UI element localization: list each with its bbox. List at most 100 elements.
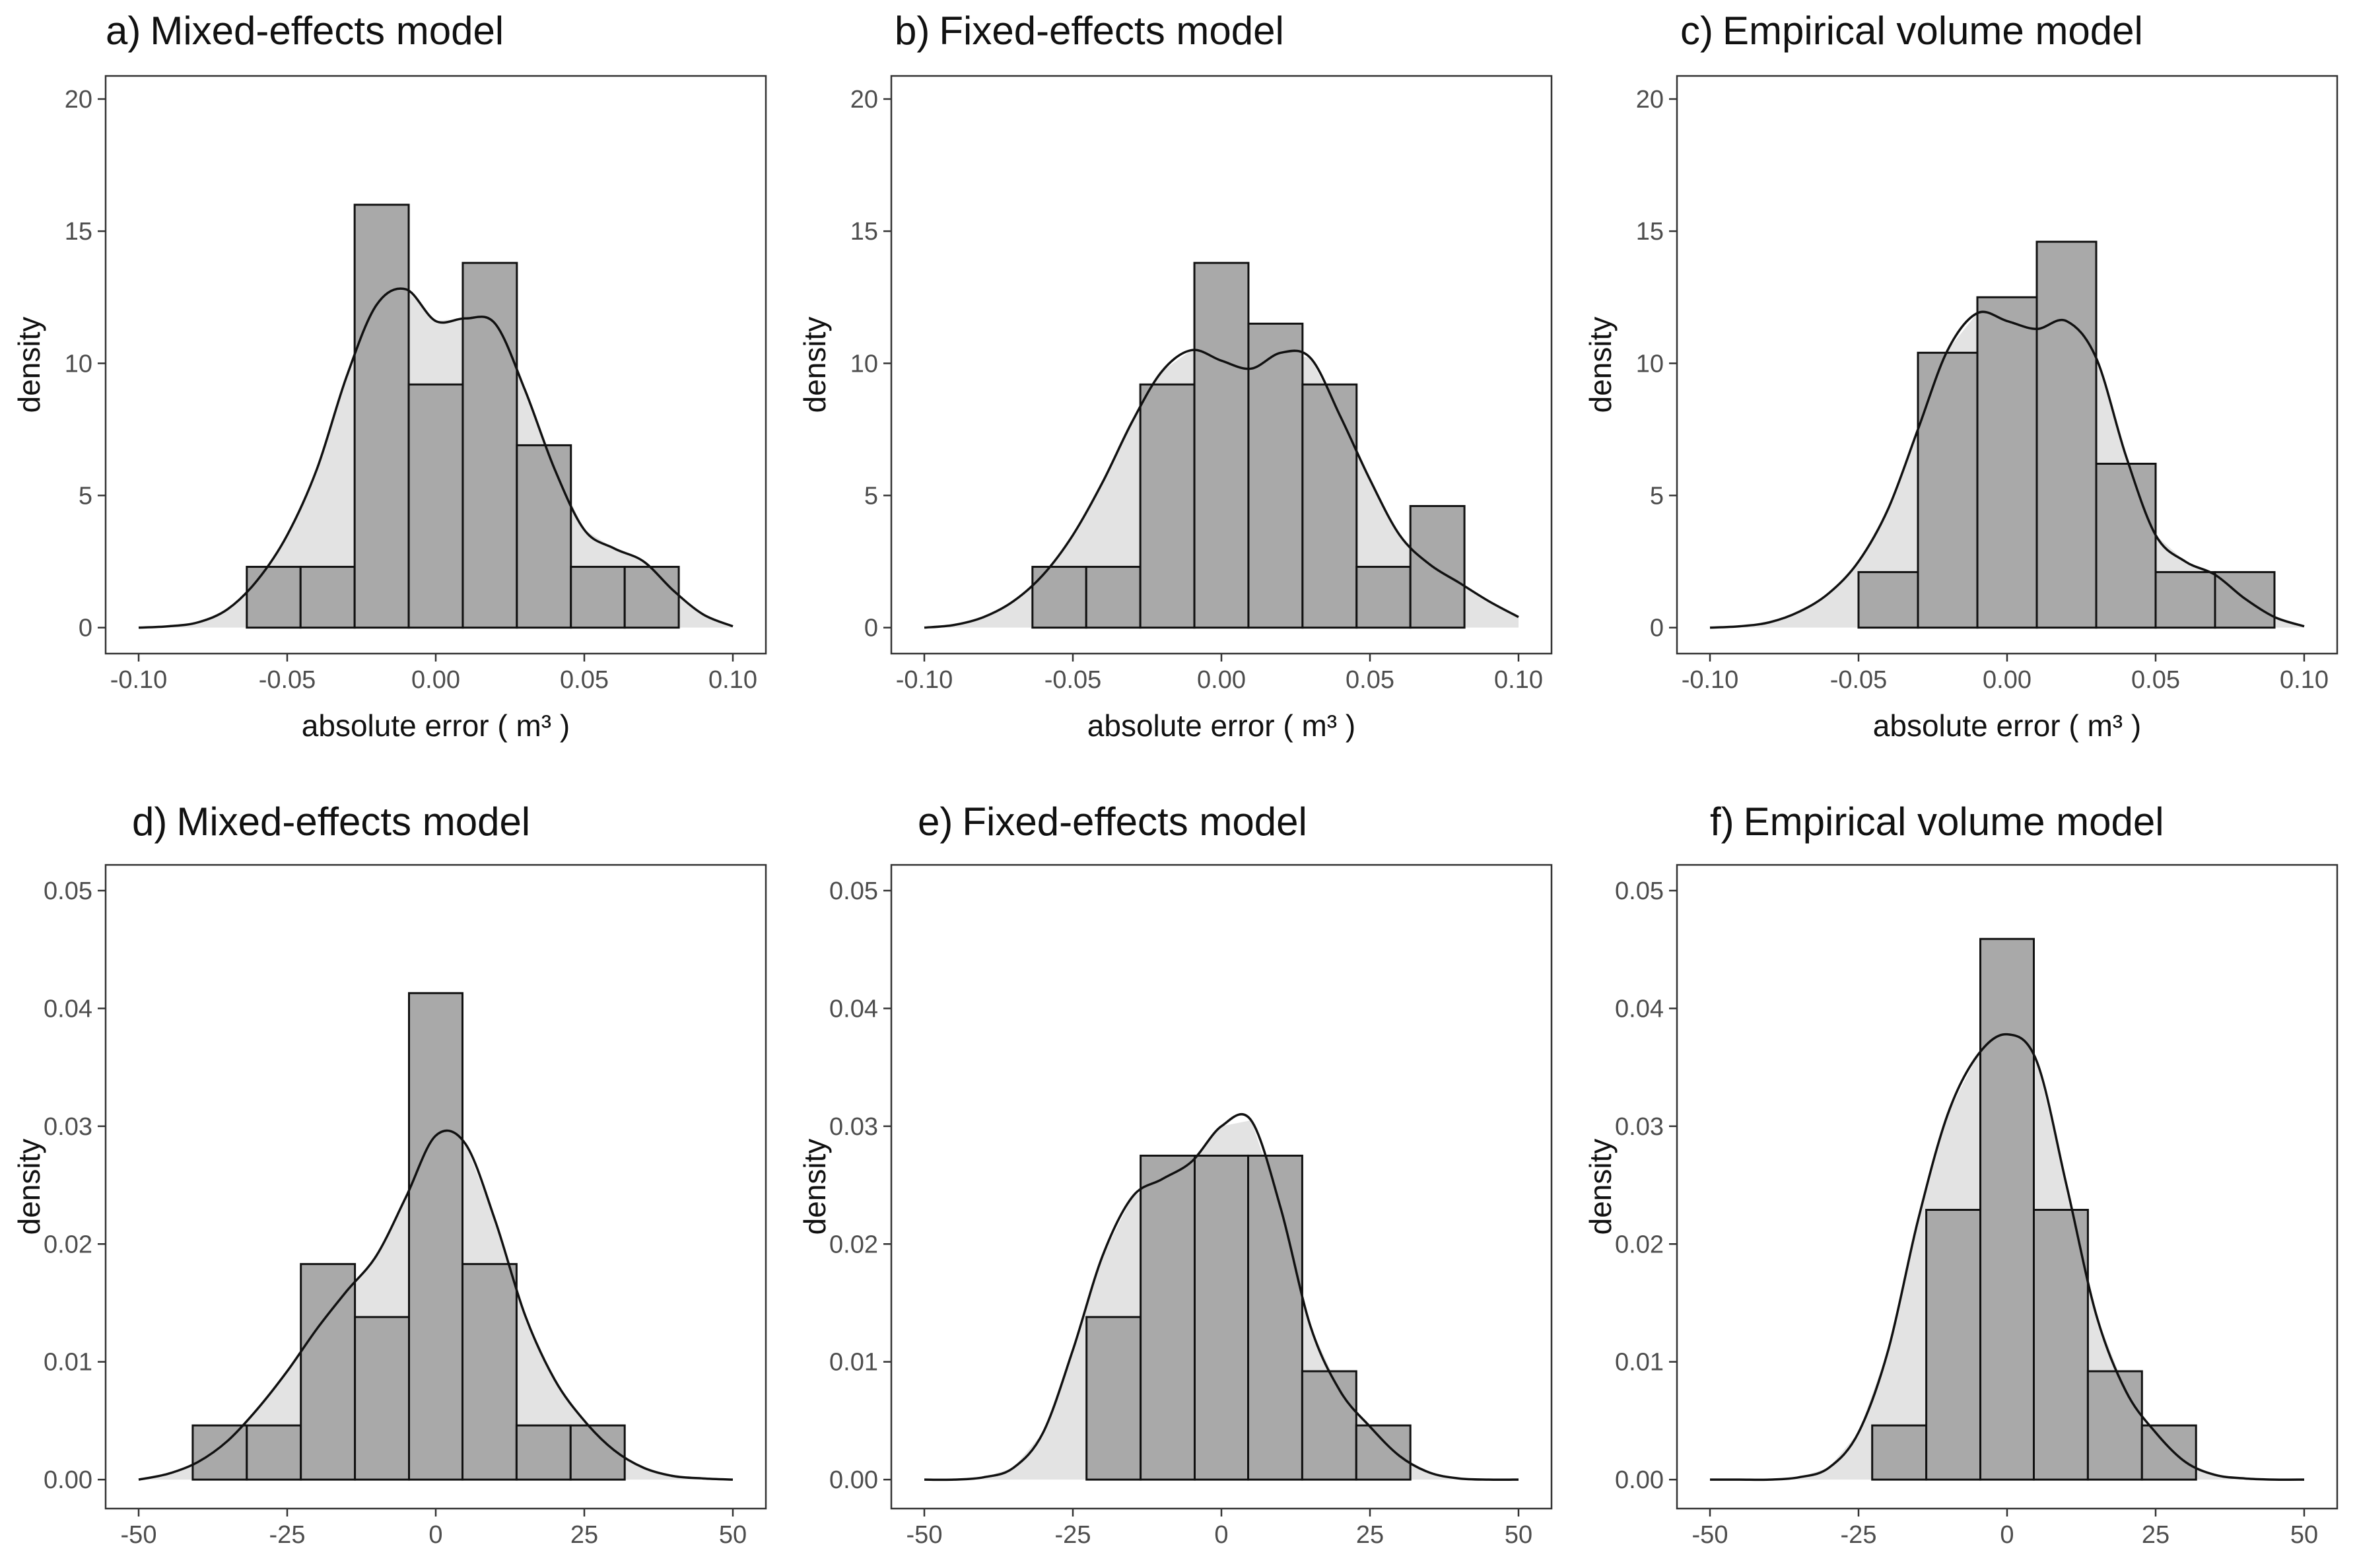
histogram-bar-e — [1301, 1370, 1357, 1481]
histogram-bar-c — [2154, 571, 2216, 629]
histogram-bar-a — [407, 383, 464, 629]
y-tick-label-b: 20 — [850, 86, 878, 114]
x-tick-label-c: 0.10 — [2280, 666, 2329, 694]
y-tick-label-f: 0.04 — [1615, 995, 1664, 1023]
x-tick-label-a: -0.05 — [259, 666, 316, 694]
histogram-bar-a — [299, 566, 356, 629]
x-tick-label-d: -50 — [121, 1521, 157, 1549]
x-tick-label-b: 0.00 — [1197, 666, 1246, 694]
y-tick-label-a: 15 — [65, 218, 92, 246]
histogram-bar-f — [2086, 1370, 2143, 1481]
density-line-b — [924, 349, 1519, 629]
y-tick-label-e: 0.04 — [829, 995, 878, 1023]
x-tick-label-c: 0.00 — [1983, 666, 2032, 694]
histogram-bar-f — [2033, 1209, 2089, 1481]
x-tick-label-d: 50 — [719, 1521, 747, 1549]
y-tick-label-b: 10 — [850, 350, 878, 378]
y-tick-label-f: 0.00 — [1615, 1466, 1664, 1494]
y-tick-label-c: 20 — [1636, 86, 1664, 114]
histogram-bar-c — [1976, 296, 2038, 629]
x-tick-label-f: -50 — [1692, 1521, 1728, 1549]
y-tick-label-c: 10 — [1636, 350, 1664, 378]
y-axis-title-e: density — [798, 1139, 832, 1235]
x-tick-label-e: -25 — [1055, 1521, 1091, 1549]
y-axis-title-f: density — [1583, 1139, 1618, 1235]
histogram-bar-b — [1301, 383, 1358, 629]
histogram-bar-b — [1409, 504, 1466, 629]
y-axis-title-a: density — [12, 317, 46, 413]
y-tick-label-a: 5 — [79, 482, 92, 510]
x-tick-label-e: 25 — [1356, 1521, 1384, 1549]
histogram-bar-e — [1085, 1316, 1142, 1481]
density-line-c — [1709, 310, 2305, 629]
y-tick-label-d: 0.00 — [44, 1466, 92, 1494]
histogram-bar-c — [1857, 571, 1919, 629]
y-axis-title-c: density — [1583, 317, 1618, 413]
x-axis-title-b: absolute error ( m³ ) — [1087, 708, 1355, 743]
panel-title-d: d) Mixed-effects model — [132, 800, 531, 844]
panel-title-f: f) Empirical volume model — [1710, 800, 2164, 844]
y-tick-label-f: 0.05 — [1615, 877, 1664, 905]
histogram-bar-f — [2140, 1424, 2197, 1481]
histogram-bar-a — [353, 203, 410, 629]
histogram-bar-a — [570, 566, 626, 629]
y-tick-label-d: 0.03 — [44, 1113, 92, 1141]
x-tick-label-e: 50 — [1505, 1521, 1532, 1549]
density-line-a — [138, 287, 734, 629]
histogram-bar-c — [2035, 240, 2098, 629]
x-tick-label-d: -25 — [269, 1521, 306, 1549]
panel-title-e: e) Fixed-effects model — [918, 800, 1307, 844]
histogram-bar-e — [1140, 1154, 1196, 1481]
y-tick-label-e: 0.00 — [829, 1466, 878, 1494]
panel-title-b: b) Fixed-effects model — [895, 9, 1284, 53]
y-tick-label-e: 0.01 — [829, 1349, 878, 1377]
y-tick-label-d: 0.04 — [44, 995, 92, 1023]
y-tick-label-b: 5 — [864, 482, 878, 510]
x-tick-label-a: -0.10 — [110, 666, 168, 694]
density-line-e — [924, 1112, 1519, 1482]
y-tick-label-d: 0.01 — [44, 1349, 92, 1377]
x-tick-label-f: 50 — [2290, 1521, 2318, 1549]
y-tick-label-a: 20 — [65, 86, 92, 114]
histogram-bar-d — [191, 1424, 248, 1481]
y-tick-label-a: 10 — [65, 350, 92, 378]
histogram-bar-d — [461, 1263, 518, 1481]
histogram-bar-e — [1247, 1154, 1303, 1481]
x-tick-label-f: -25 — [1841, 1521, 1877, 1549]
x-tick-label-c: 0.05 — [2131, 666, 2180, 694]
x-tick-label-d: 25 — [570, 1521, 598, 1549]
x-tick-label-b: 0.05 — [1346, 666, 1394, 694]
x-tick-label-b: -0.10 — [896, 666, 953, 694]
y-tick-label-c: 15 — [1636, 218, 1664, 246]
histogram-bar-a — [623, 566, 680, 629]
y-tick-label-b: 0 — [864, 615, 878, 642]
y-axis-title-b: density — [798, 317, 832, 413]
x-tick-label-c: -0.05 — [1830, 666, 1888, 694]
y-tick-label-d: 0.02 — [44, 1231, 92, 1258]
y-axis-title-d: density — [12, 1139, 46, 1235]
x-tick-label-d: 0 — [428, 1521, 442, 1549]
histogram-bar-d — [354, 1316, 410, 1481]
histogram-bar-e — [1355, 1424, 1412, 1481]
y-tick-label-f: 0.03 — [1615, 1113, 1664, 1141]
histogram-bar-d — [408, 992, 463, 1481]
histogram-bar-a — [246, 566, 302, 629]
histogram-bar-b — [1193, 261, 1250, 629]
histogram-bar-b — [1139, 383, 1196, 629]
y-tick-label-e: 0.02 — [829, 1231, 878, 1258]
x-tick-label-a: 0.10 — [708, 666, 757, 694]
x-axis-title-a: absolute error ( m³ ) — [302, 708, 570, 743]
x-tick-label-f: 0 — [2000, 1521, 2014, 1549]
y-tick-label-e: 0.05 — [829, 877, 878, 905]
histogram-bar-a — [516, 444, 572, 629]
panel-title-a: a) Mixed-effects model — [106, 9, 504, 53]
y-tick-label-b: 15 — [850, 218, 878, 246]
histogram-bar-f — [1979, 937, 2035, 1481]
y-tick-label-f: 0.02 — [1615, 1231, 1664, 1258]
y-tick-label-e: 0.03 — [829, 1113, 878, 1141]
x-tick-label-b: -0.05 — [1044, 666, 1102, 694]
histogram-bar-c — [2095, 462, 2157, 629]
histogram-bar-c — [1917, 351, 1979, 629]
